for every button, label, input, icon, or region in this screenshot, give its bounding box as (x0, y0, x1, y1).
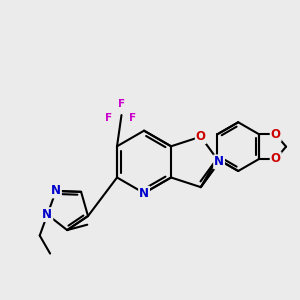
Text: N: N (214, 155, 224, 168)
Text: N: N (51, 184, 61, 197)
Text: F: F (105, 113, 112, 123)
Text: N: N (139, 187, 149, 200)
Text: F: F (118, 99, 125, 109)
Text: O: O (271, 152, 281, 165)
Text: F: F (129, 113, 136, 123)
Text: O: O (196, 130, 206, 143)
Text: O: O (271, 128, 281, 141)
Text: N: N (42, 208, 52, 221)
